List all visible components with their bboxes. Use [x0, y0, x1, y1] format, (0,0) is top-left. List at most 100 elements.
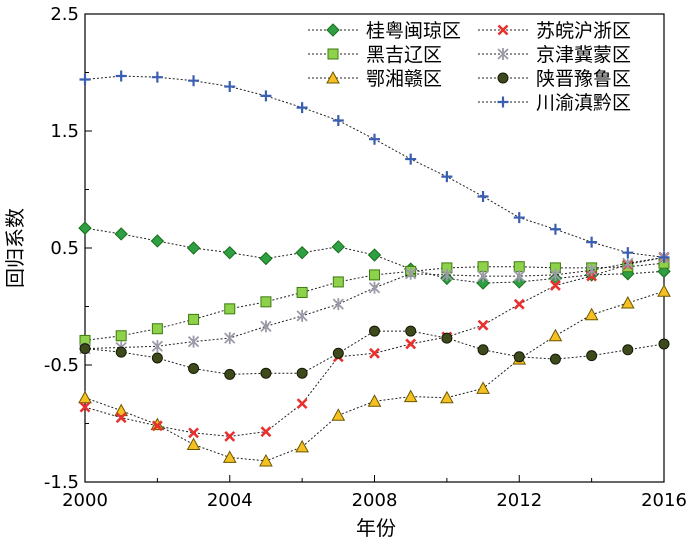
data-point [188, 427, 199, 439]
data-point [79, 401, 91, 413]
data-point [260, 296, 272, 308]
legend-marker [497, 72, 509, 84]
data-point [369, 133, 380, 145]
data-point [224, 430, 236, 442]
data-point [405, 338, 417, 350]
y-tick-label: -0.5 [44, 355, 79, 376]
axes: 2000 2004 2008 2012 2016 -1.5 -0.5 0.5 1.5 2.5 [44, 4, 687, 511]
data-point [332, 276, 344, 288]
y-tick-label: 2.5 [50, 4, 79, 25]
x-tick-label: 2016 [641, 490, 687, 511]
data-point [585, 264, 598, 277]
data-point [260, 367, 272, 379]
data-point [188, 313, 200, 325]
data-point [78, 221, 92, 235]
x-axis-label: 年份 [356, 516, 396, 540]
series-7 [79, 70, 670, 263]
legend-label: 桂粤闽琼区 [366, 20, 461, 42]
data-point [550, 280, 561, 291]
data-point [296, 309, 308, 322]
data-point [586, 236, 598, 248]
data-point [477, 191, 489, 203]
data-point [477, 344, 489, 356]
y-tick-label: 0.5 [50, 238, 79, 259]
data-point [622, 257, 634, 270]
legend-marker [497, 24, 509, 36]
legend-marker [327, 48, 339, 60]
data-point [405, 267, 417, 280]
data-point [296, 398, 308, 410]
data-point [223, 245, 237, 260]
data-point [331, 240, 346, 254]
legend-item: 桂粤闽琼区 [308, 20, 461, 42]
x-tick-label: 2008 [352, 490, 398, 511]
data-point [369, 347, 380, 359]
data-point [441, 332, 453, 344]
data-point [188, 363, 200, 375]
legend-item: 京津冀蒙区 [478, 44, 631, 66]
legend-label: 黑吉辽区 [366, 44, 442, 66]
data-point [259, 251, 273, 266]
legend-label: 川渝滇黔区 [536, 92, 631, 114]
data-point [586, 350, 598, 362]
data-point [188, 75, 200, 87]
data-point [477, 270, 489, 283]
data-point [369, 269, 380, 281]
legend-label: 鄂湘赣区 [366, 68, 442, 90]
data-point [151, 352, 163, 364]
series-4 [79, 251, 670, 442]
data-point [295, 245, 309, 260]
data-point [549, 268, 562, 281]
data-point [620, 295, 635, 309]
data-point [403, 389, 418, 403]
legend-marker [497, 48, 509, 60]
data-point [331, 408, 346, 421]
data-point [477, 319, 489, 331]
data-point [151, 340, 164, 353]
data-point [622, 344, 634, 356]
data-point [78, 390, 92, 404]
data-point [151, 420, 163, 432]
data-point [150, 234, 165, 248]
data-point [548, 328, 563, 342]
data-point [332, 114, 344, 126]
data-point [224, 368, 236, 380]
y-tick-label: 1.5 [50, 121, 79, 142]
data-point [441, 171, 453, 183]
data-point [79, 74, 91, 86]
data-point [405, 153, 417, 165]
data-point [260, 90, 272, 102]
data-point [369, 325, 380, 337]
data-point [658, 338, 670, 350]
y-tick-label: -1.5 [44, 472, 79, 493]
data-point [115, 70, 127, 82]
data-point [296, 102, 308, 114]
data-point [513, 212, 525, 224]
legend-label: 陕晋豫鲁区 [536, 68, 631, 90]
data-point [114, 227, 128, 241]
data-point [658, 251, 670, 263]
data-point [115, 346, 127, 358]
series-line [84, 290, 665, 462]
data-point [549, 223, 561, 235]
legend-item: 苏皖沪浙区 [478, 20, 631, 42]
legend-item: 川渝滇黔区 [478, 92, 631, 114]
data-point [332, 347, 344, 359]
data-point [222, 450, 237, 463]
legend-item: 陕晋豫鲁区 [478, 68, 631, 90]
data-point [513, 351, 525, 363]
data-point [151, 323, 163, 335]
x-tick-label: 2004 [207, 490, 253, 511]
data-point [296, 367, 308, 379]
data-point [259, 453, 273, 467]
series-line [84, 256, 665, 350]
series-6 [79, 325, 670, 380]
data-point [367, 394, 382, 407]
data-point [622, 247, 634, 259]
x-tick-label: 2012 [496, 490, 542, 511]
series-5 [79, 251, 670, 355]
data-point [584, 307, 599, 321]
